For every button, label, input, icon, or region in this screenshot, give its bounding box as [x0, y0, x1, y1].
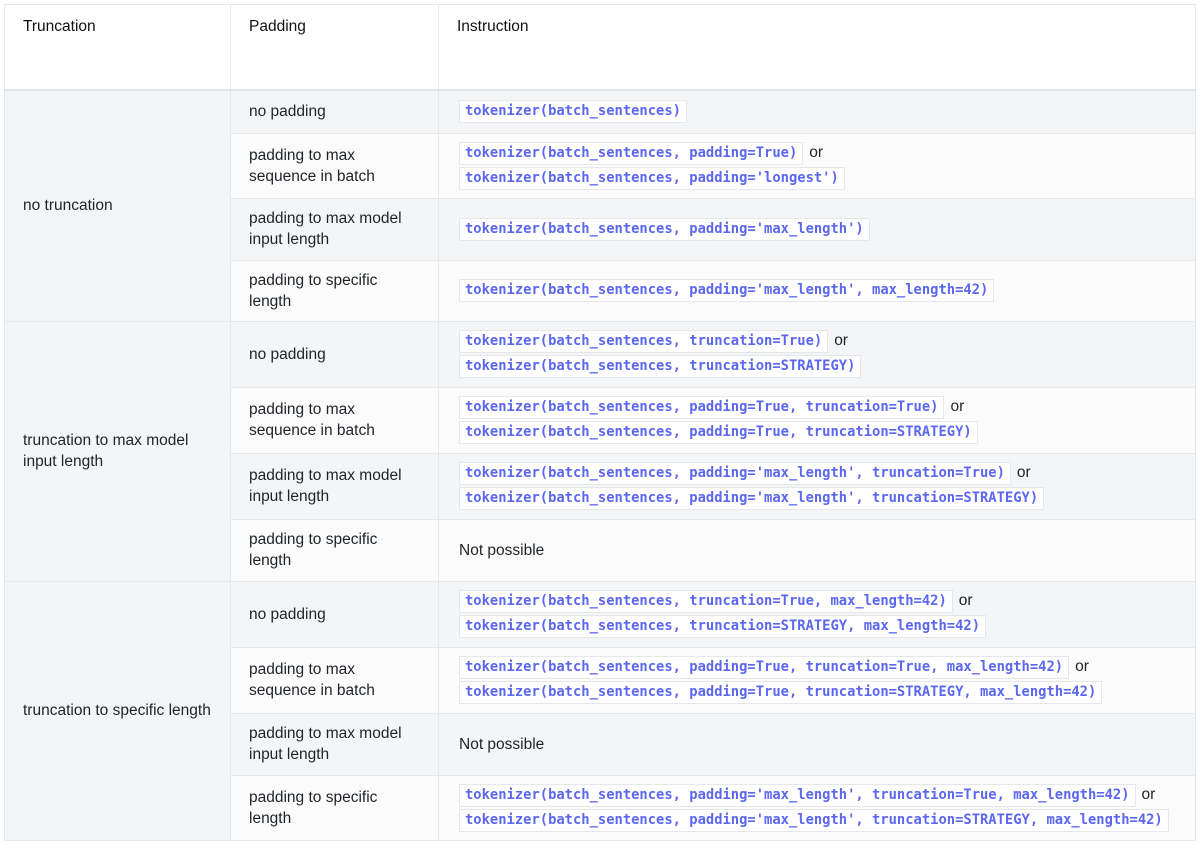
code-snippet: tokenizer(batch_sentences, truncation=Tr… — [459, 590, 953, 613]
padding-cell: padding to specific length — [230, 774, 439, 841]
padding-cell: padding to max sequence in batch — [230, 132, 439, 199]
table-row: truncation to specific length no padding t… — [4, 580, 1196, 841]
padding-cell: no padding — [230, 580, 439, 648]
instruction-cell: tokenizer(batch_sentences, truncation=Tr… — [438, 580, 1196, 648]
or-label: or — [1141, 785, 1156, 803]
instruction-cell: tokenizer(batch_sentences, padding=True)… — [438, 132, 1196, 199]
instruction-line: tokenizer(batch_sentences, padding='long… — [459, 166, 1175, 191]
table-row: padding to max model input length tokeniz… — [5, 197, 1196, 261]
header-instruction: Instruction — [438, 4, 1196, 91]
truncation-cell: no truncation — [4, 89, 231, 322]
padding-cell: padding to max sequence in batch — [230, 386, 439, 454]
padding-cell: padding to max model input length — [230, 452, 439, 520]
code-snippet: tokenizer(batch_sentences, padding='max_… — [459, 279, 995, 302]
header-row: Truncation Padding Instruction — [4, 4, 1196, 91]
padding-cell: padding to max model input length — [230, 712, 439, 776]
instruction-line: tokenizer(batch_sentences, padding='max_… — [459, 217, 1175, 242]
instruction-line: tokenizer(batch_sentences) — [459, 99, 1175, 124]
instruction-cell: tokenizer(batch_sentences, padding='max_… — [438, 452, 1196, 520]
table-row: padding to specific length tokenizer(batc… — [5, 774, 1196, 841]
instruction-line: tokenizer(batch_sentences, truncation=ST… — [459, 354, 1175, 379]
table-row: truncation to max model input length no p… — [4, 320, 1196, 582]
table-row: padding to max model input length Not pos… — [5, 712, 1196, 776]
code-snippet: tokenizer(batch_sentences, padding=True,… — [459, 396, 945, 419]
table-row: padding to specific length Not possible — [5, 518, 1196, 582]
table-row: padding to specific length tokenizer(batc… — [5, 259, 1196, 322]
code-snippet: tokenizer(batch_sentences, padding='max_… — [459, 462, 1011, 485]
code-snippet: tokenizer(batch_sentences, padding='max_… — [459, 487, 1045, 510]
padding-cell: padding to max model input length — [230, 197, 439, 261]
truncation-cell: truncation to max model input length — [4, 320, 231, 582]
table-row: padding to max sequence in batch tokenize… — [5, 386, 1196, 454]
instruction-line: tokenizer(batch_sentences, padding='max_… — [459, 808, 1175, 833]
instruction-line: tokenizer(batch_sentences, padding='max_… — [459, 278, 1175, 303]
padding-cell: padding to specific length — [230, 518, 439, 582]
code-snippet: tokenizer(batch_sentences) — [459, 100, 687, 124]
or-label: or — [958, 592, 973, 609]
instruction-line: tokenizer(batch_sentences, padding=True,… — [459, 680, 1175, 705]
instruction-cell: Not possible — [438, 712, 1196, 776]
table-row: no truncation no padding tokenizer(batch_s… — [4, 89, 1196, 322]
code-snippet: tokenizer(batch_sentences, padding=True) — [459, 141, 804, 165]
or-label: or — [1016, 464, 1031, 481]
code-snippet: tokenizer(batch_sentences, padding='max_… — [459, 783, 1136, 807]
header-truncation: Truncation — [4, 4, 231, 91]
tokenizer-options-table: Truncation Padding Instruction no trunca… — [4, 4, 1196, 841]
code-snippet: tokenizer(batch_sentences, padding='max_… — [459, 217, 870, 241]
or-label: or — [1075, 658, 1089, 675]
instruction-line: tokenizer(batch_sentences, padding=True,… — [459, 655, 1175, 680]
instruction-line: tokenizer(batch_sentences, padding='max_… — [459, 783, 1175, 808]
header-padding: Padding — [230, 4, 439, 91]
code-snippet: tokenizer(batch_sentences, padding=True,… — [459, 656, 1070, 679]
code-snippet: tokenizer(batch_sentences, truncation=Tr… — [459, 330, 829, 353]
instruction-cell: tokenizer(batch_sentences, padding=True,… — [438, 386, 1196, 454]
instruction-line: tokenizer(batch_sentences, padding=True,… — [459, 420, 1175, 445]
instruction-line: tokenizer(batch_sentences, truncation=Tr… — [459, 589, 1175, 614]
truncation-cell: truncation to specific length — [4, 580, 231, 841]
table-row: padding to max model input length tokeniz… — [5, 452, 1196, 520]
instruction-cell: tokenizer(batch_sentences, padding=True,… — [438, 646, 1196, 714]
table-row: padding to max sequence in batch tokenize… — [5, 646, 1196, 714]
not-possible-text: Not possible — [459, 541, 545, 559]
instruction-cell: tokenizer(batch_sentences) — [438, 89, 1196, 134]
code-snippet: tokenizer(batch_sentences, padding=True,… — [459, 421, 978, 444]
instruction-line: tokenizer(batch_sentences, truncation=ST… — [459, 614, 1175, 639]
instruction-line: tokenizer(batch_sentences, padding=True,… — [459, 395, 1175, 420]
instruction-line: tokenizer(batch_sentences, padding='max_… — [459, 486, 1175, 511]
padding-cell: no padding — [230, 89, 439, 134]
or-label: or — [809, 143, 824, 161]
code-snippet: tokenizer(batch_sentences, padding=True,… — [459, 681, 1103, 704]
code-snippet: tokenizer(batch_sentences, truncation=ST… — [459, 355, 862, 378]
instruction-cell: tokenizer(batch_sentences, padding='max_… — [438, 259, 1196, 322]
instruction-cell: tokenizer(batch_sentences, padding='max_… — [438, 774, 1196, 841]
code-snippet: tokenizer(batch_sentences, padding='max_… — [459, 808, 1169, 832]
padding-cell: no padding — [230, 320, 439, 388]
instruction-cell: Not possible — [438, 518, 1196, 582]
code-snippet: tokenizer(batch_sentences, padding='long… — [459, 166, 845, 190]
or-label: or — [834, 332, 848, 349]
instruction-line: tokenizer(batch_sentences, padding='max_… — [459, 461, 1175, 486]
or-label: or — [950, 398, 965, 415]
table-row: padding to max sequence in batch tokenize… — [5, 132, 1196, 199]
not-possible-text: Not possible — [459, 735, 545, 753]
instruction-cell: tokenizer(batch_sentences, padding='max_… — [438, 197, 1196, 261]
instruction-cell: tokenizer(batch_sentences, truncation=Tr… — [438, 320, 1196, 388]
padding-cell: padding to max sequence in batch — [230, 646, 439, 714]
padding-cell: padding to specific length — [230, 259, 439, 322]
instruction-line: tokenizer(batch_sentences, padding=True)… — [459, 141, 1175, 166]
code-snippet: tokenizer(batch_sentences, truncation=ST… — [459, 615, 986, 638]
instruction-line: tokenizer(batch_sentences, truncation=Tr… — [459, 329, 1175, 354]
